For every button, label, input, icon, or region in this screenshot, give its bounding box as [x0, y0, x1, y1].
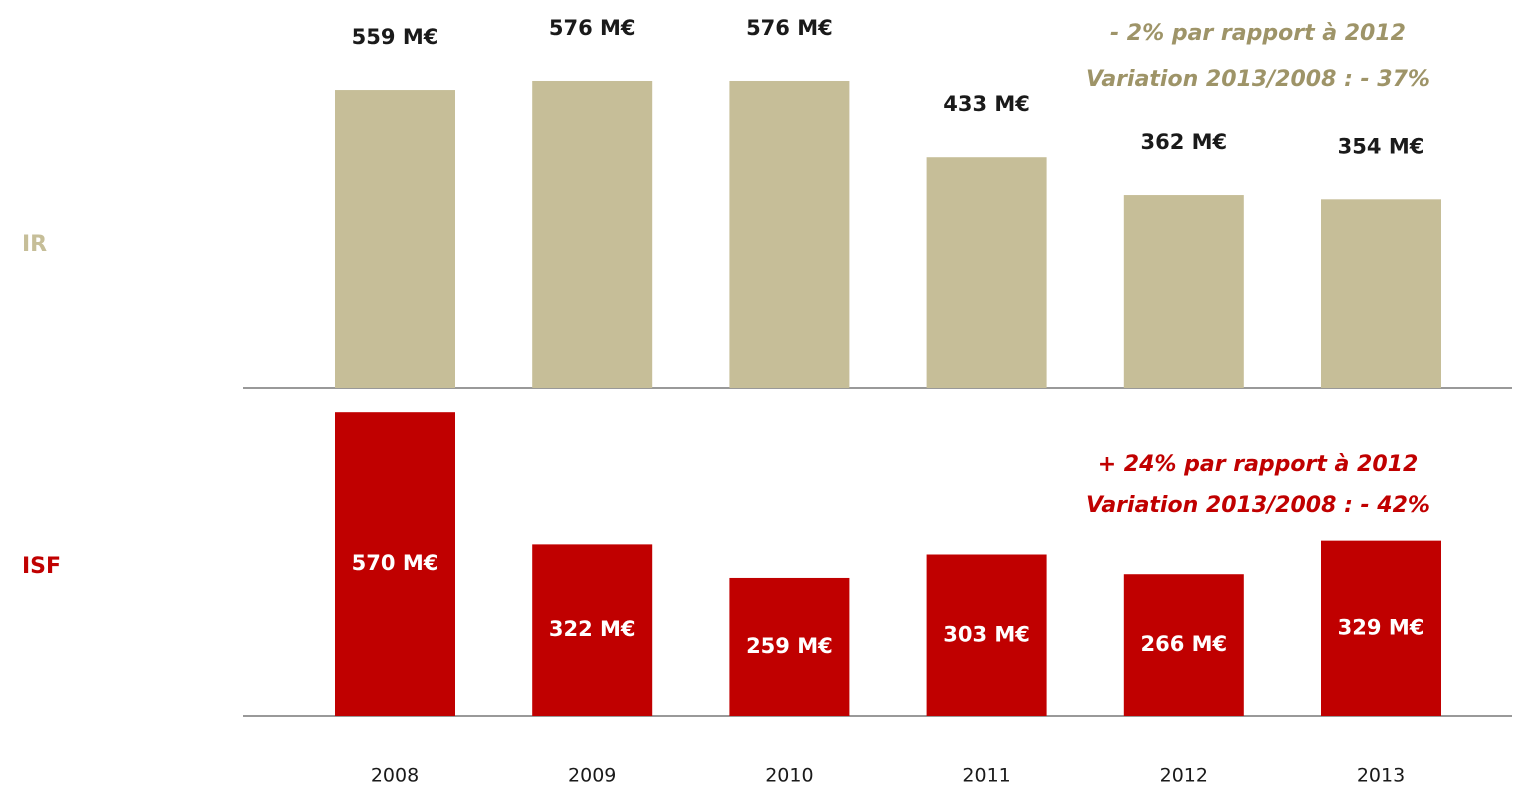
- x-tick-label: 2013: [1357, 765, 1405, 786]
- value-label: 322 M€: [549, 617, 636, 641]
- value-label: 570 M€: [352, 551, 439, 575]
- row-label: IR: [22, 232, 47, 257]
- value-label: 576 M€: [746, 16, 833, 40]
- value-label: 266 M€: [1140, 632, 1227, 656]
- bar: [335, 90, 455, 388]
- value-label: 576 M€: [549, 16, 636, 40]
- x-tick-label: 2009: [568, 765, 616, 786]
- x-tick-label: 2011: [962, 765, 1010, 786]
- bar: [1321, 199, 1441, 388]
- annotation: - 2% par rapport à 2012: [1110, 21, 1406, 46]
- bar: [926, 554, 1047, 716]
- bar: [1123, 195, 1244, 388]
- bar: [1321, 540, 1441, 716]
- value-label: 329 M€: [1338, 615, 1425, 639]
- bar: [532, 544, 653, 716]
- x-tick-label: 2008: [371, 765, 419, 786]
- bar: [729, 577, 850, 716]
- x-tick-label: 2012: [1160, 765, 1208, 786]
- annotation: + 24% par rapport à 2012: [1098, 452, 1419, 477]
- bar: [926, 157, 1047, 388]
- value-label: 362 M€: [1140, 130, 1227, 154]
- value-label: 259 M€: [746, 634, 833, 658]
- value-label: 433 M€: [943, 92, 1030, 116]
- bar: [729, 80, 850, 388]
- bar: [532, 80, 653, 388]
- bar: [335, 412, 455, 716]
- bar: [1123, 574, 1244, 716]
- value-label: 303 M€: [943, 622, 1030, 646]
- x-tick-label: 2010: [765, 765, 813, 786]
- annotation: Variation 2013/2008 : - 42%: [1086, 493, 1430, 518]
- annotation: Variation 2013/2008 : - 37%: [1086, 67, 1430, 92]
- row-label: ISF: [22, 554, 61, 579]
- value-label: 354 M€: [1338, 134, 1425, 158]
- value-label: 559 M€: [352, 25, 439, 49]
